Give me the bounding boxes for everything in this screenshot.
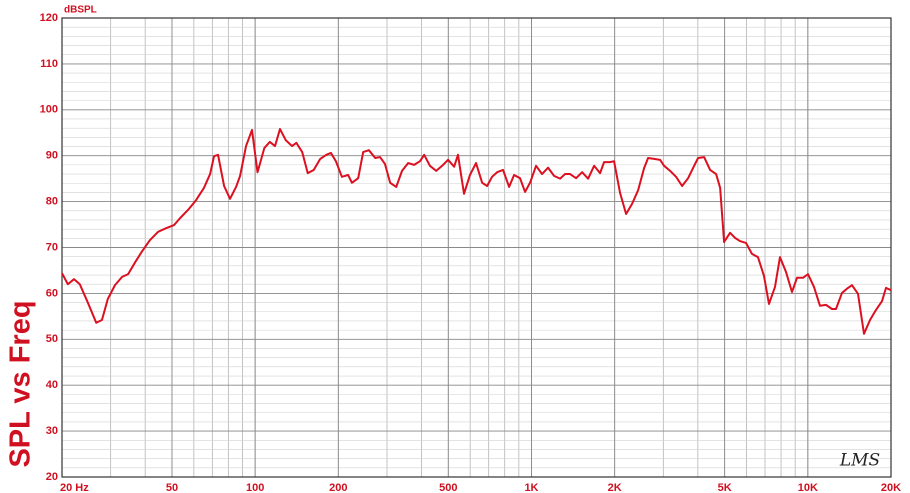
plot-frame — [61, 17, 892, 478]
y-tick-label: 60 — [46, 287, 58, 299]
x-tick-label: 2K — [608, 482, 622, 493]
y-tick-label: 20 — [46, 471, 58, 483]
y-tick-label: 110 — [40, 58, 58, 70]
y-tick-label: 70 — [46, 241, 58, 253]
x-tick-label: 50 — [166, 482, 178, 493]
spl-curve — [61, 128, 892, 335]
y-tick-label: 100 — [40, 104, 58, 116]
y-tick-label: 90 — [46, 150, 58, 162]
x-tick-label: 5K — [718, 482, 732, 493]
y-tick-label: 50 — [46, 333, 58, 345]
grid — [61, 17, 892, 478]
x-tick-label: 20 Hz — [60, 482, 89, 493]
x-tick-label: 10K — [798, 482, 818, 493]
y-tick-label: 80 — [46, 196, 58, 208]
x-tick-label: 200 — [329, 482, 347, 493]
x-tick-label: 20K — [881, 482, 901, 493]
y-tick-label: 40 — [46, 379, 58, 391]
chart-title: SPL vs Freq — [5, 300, 37, 467]
x-tick-label: 100 — [246, 482, 264, 493]
y-axis-label: dBSPL — [64, 5, 97, 16]
x-tick-label: 500 — [439, 482, 457, 493]
y-tick-label: 120 — [40, 12, 58, 24]
x-tick-label: 1K — [524, 482, 538, 493]
y-tick-label: 30 — [46, 425, 58, 437]
annotation: LMS — [839, 451, 880, 471]
